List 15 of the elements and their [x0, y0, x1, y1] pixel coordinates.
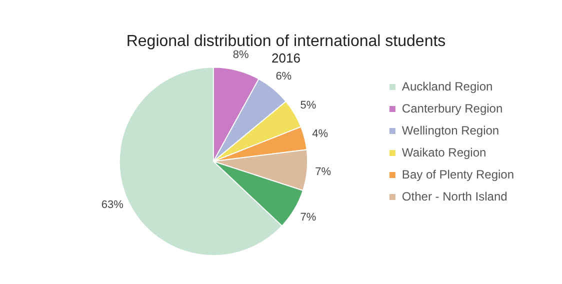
chart-subtitle: 2016: [272, 50, 300, 66]
legend-label: Waikato Region: [402, 145, 486, 160]
data-label: 8%: [232, 48, 250, 61]
data-label: 63%: [101, 199, 124, 212]
data-label: 5%: [300, 99, 316, 112]
chart-title: Regional distribution of international students: [126, 33, 446, 50]
data-label: 7%: [300, 211, 316, 224]
legend-label: Other - North Island: [402, 189, 508, 204]
legend-label: Wellington Region: [402, 123, 500, 138]
legend-label: Auckland Region: [402, 79, 493, 94]
legend-label: Bay of Plenty Region: [402, 167, 514, 182]
data-label: 4%: [312, 128, 328, 140]
legend-label: Canterbury Region: [402, 101, 503, 116]
data-label: 6%: [276, 70, 292, 83]
data-label: 7%: [315, 166, 332, 178]
